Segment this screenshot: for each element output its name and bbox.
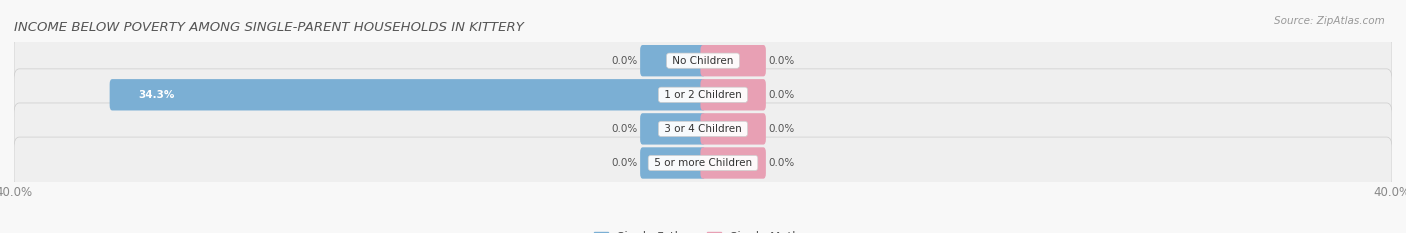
FancyBboxPatch shape	[110, 79, 706, 110]
FancyBboxPatch shape	[14, 35, 1392, 87]
Text: 0.0%: 0.0%	[612, 158, 637, 168]
Text: 34.3%: 34.3%	[138, 90, 174, 100]
Text: Source: ZipAtlas.com: Source: ZipAtlas.com	[1274, 16, 1385, 26]
Text: No Children: No Children	[669, 56, 737, 66]
FancyBboxPatch shape	[640, 113, 706, 144]
FancyBboxPatch shape	[640, 45, 706, 76]
Text: 0.0%: 0.0%	[769, 124, 794, 134]
Legend: Single Father, Single Mother: Single Father, Single Mother	[589, 226, 817, 233]
FancyBboxPatch shape	[700, 113, 766, 144]
Text: INCOME BELOW POVERTY AMONG SINGLE-PARENT HOUSEHOLDS IN KITTERY: INCOME BELOW POVERTY AMONG SINGLE-PARENT…	[14, 21, 524, 34]
FancyBboxPatch shape	[14, 137, 1392, 189]
FancyBboxPatch shape	[700, 79, 766, 110]
Text: 3 or 4 Children: 3 or 4 Children	[661, 124, 745, 134]
FancyBboxPatch shape	[14, 69, 1392, 121]
Text: 0.0%: 0.0%	[769, 90, 794, 100]
Text: 0.0%: 0.0%	[612, 56, 637, 66]
Text: 0.0%: 0.0%	[612, 124, 637, 134]
Text: 0.0%: 0.0%	[769, 56, 794, 66]
FancyBboxPatch shape	[700, 147, 766, 179]
FancyBboxPatch shape	[14, 103, 1392, 155]
Text: 0.0%: 0.0%	[769, 158, 794, 168]
FancyBboxPatch shape	[640, 147, 706, 179]
Text: 5 or more Children: 5 or more Children	[651, 158, 755, 168]
Text: 1 or 2 Children: 1 or 2 Children	[661, 90, 745, 100]
FancyBboxPatch shape	[700, 45, 766, 76]
